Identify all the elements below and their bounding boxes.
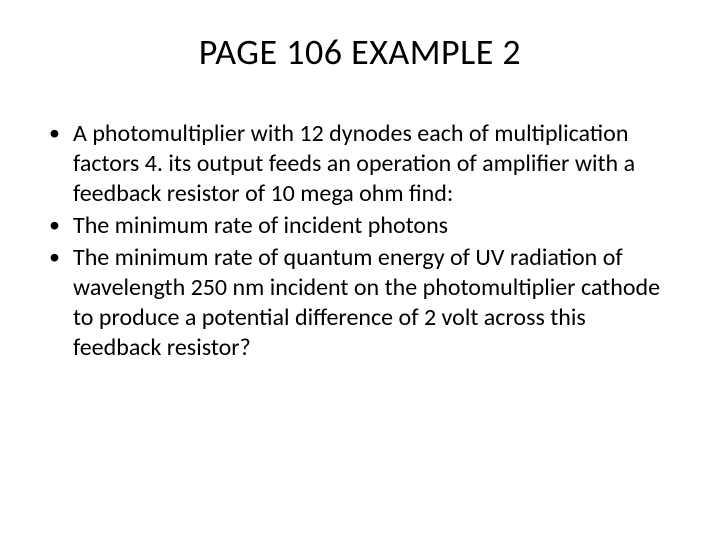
- list-item: The minimum rate of incident photons: [45, 211, 675, 241]
- slide-title: PAGE 106 EXAMPLE 2: [45, 30, 675, 74]
- bullet-list: A photomultiplier with 12 dynodes each o…: [45, 119, 675, 363]
- list-item: The minimum rate of quantum energy of UV…: [45, 243, 675, 363]
- list-item: A photomultiplier with 12 dynodes each o…: [45, 119, 675, 209]
